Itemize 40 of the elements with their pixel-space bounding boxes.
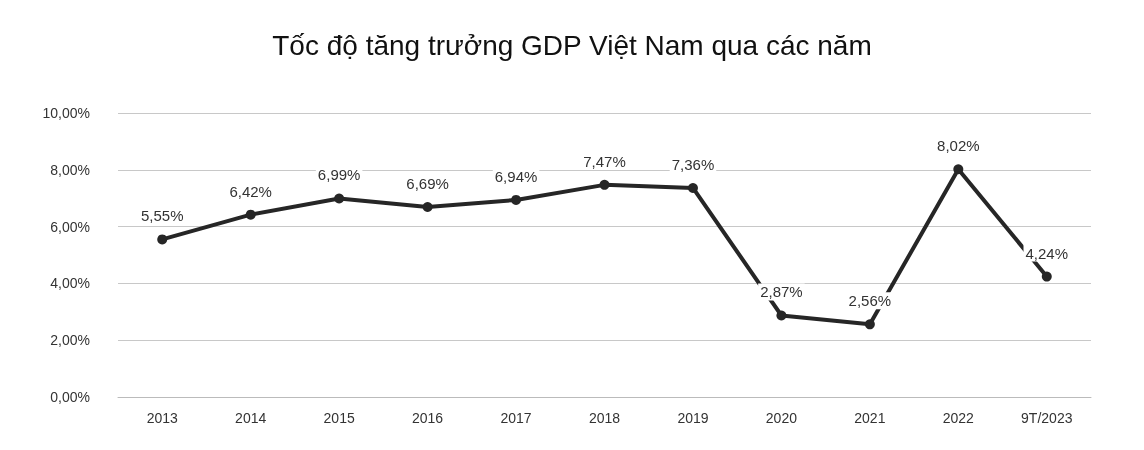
- y-tick-label: 0,00%: [50, 389, 90, 405]
- y-tick-label: 8,00%: [50, 161, 90, 178]
- x-tick-label: 2017: [500, 410, 532, 426]
- data-label: 7,36%: [671, 155, 715, 173]
- point: [511, 194, 522, 205]
- data-label: 5,55%: [140, 207, 184, 225]
- point: [334, 193, 345, 204]
- data-label: 2,87%: [760, 283, 803, 301]
- y-tick-label: 4,00%: [50, 275, 90, 292]
- x-tick-label: 2016: [412, 410, 444, 426]
- x-tick-label: 2018: [588, 410, 621, 426]
- point: [1041, 271, 1052, 282]
- y-tick-label: 6,00%: [50, 218, 90, 235]
- point: [245, 209, 256, 220]
- data-label: 6,69%: [406, 175, 449, 192]
- point: [422, 202, 433, 212]
- x-tick-label: 2019: [677, 410, 709, 426]
- x-tick-label: 2015: [323, 410, 355, 426]
- x-tick-label: 2020: [765, 410, 798, 426]
- data-label: 8,02%: [937, 137, 980, 155]
- x-tick-label: 2013: [146, 410, 179, 426]
- point: [776, 310, 787, 321]
- point: [599, 179, 610, 190]
- y-tick-label: 10,00%: [42, 105, 90, 121]
- y-tick-label: 2,00%: [50, 332, 90, 349]
- point: [687, 182, 698, 193]
- point: [864, 319, 875, 330]
- chart-title: Tốc độ tăng trưởng GDP Việt Nam qua các năm: [272, 29, 872, 61]
- data-label: 6,42%: [229, 182, 272, 200]
- data-label: 6,94%: [494, 167, 538, 185]
- data-label: 4,24%: [1025, 244, 1069, 262]
- x-tick-label: 2022: [942, 410, 975, 426]
- x-tick-label: 9T/2023: [1021, 410, 1073, 426]
- point: [157, 234, 168, 245]
- x-tick-label: 2021: [854, 410, 886, 426]
- x-tick-label: 2014: [235, 410, 267, 426]
- point: [953, 164, 964, 175]
- data-label: 7,47%: [583, 152, 626, 170]
- data-label: 2,56%: [848, 292, 892, 310]
- data-label: 6,99%: [317, 166, 361, 184]
